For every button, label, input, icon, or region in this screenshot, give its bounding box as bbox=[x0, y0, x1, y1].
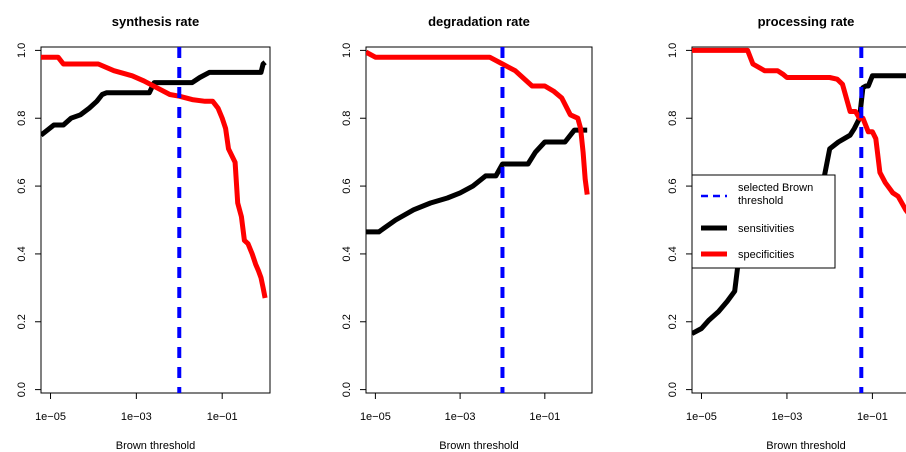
y-tick-label: 0.6 bbox=[341, 178, 353, 193]
x-tick-label: 1e−05 bbox=[35, 411, 66, 423]
series-line-sensitivities bbox=[366, 127, 588, 235]
series-line-specificities bbox=[692, 47, 906, 215]
y-tick-label: 1.0 bbox=[341, 43, 353, 58]
y-tick-label: 0.2 bbox=[16, 314, 28, 329]
y-tick-label: 0.2 bbox=[341, 314, 353, 329]
y-tick-label: 0.4 bbox=[667, 246, 679, 261]
legend-label-line: threshold bbox=[738, 195, 783, 207]
y-tick-label: 0.6 bbox=[16, 178, 28, 193]
y-tick-label: 0.8 bbox=[341, 111, 353, 126]
data-layer bbox=[366, 47, 590, 393]
x-tick-label: 1e−05 bbox=[686, 411, 717, 423]
x-tick-label: 1e−01 bbox=[529, 411, 560, 423]
y-tick-label: 0.4 bbox=[16, 246, 28, 261]
legend-label-0: selected Brown threshold bbox=[738, 182, 813, 207]
x-tick-label: 1e−01 bbox=[857, 411, 888, 423]
y-tick-label: 0.8 bbox=[16, 111, 28, 126]
data-layer bbox=[41, 47, 268, 393]
y-tick-label: 0.4 bbox=[341, 246, 353, 261]
x-tick-label: 1e−03 bbox=[771, 411, 802, 423]
chart-title: processing rate bbox=[758, 14, 855, 29]
legend-label-line: selected Brown bbox=[738, 182, 813, 194]
plot-box bbox=[40, 46, 271, 394]
series-line-specificities bbox=[366, 49, 590, 195]
legend-label-1: sensitivities bbox=[738, 223, 795, 235]
legend-label-2: specificities bbox=[738, 249, 795, 261]
x-tick-label: 1e−05 bbox=[360, 411, 391, 423]
x-tick-label: 1e−01 bbox=[207, 411, 238, 423]
chart-panel-2: processing rate 0.0 0.2 0.4 0.6 0.8 1.0 1e−05 1e… bbox=[667, 14, 906, 452]
x-axis-label: Brown threshold bbox=[116, 440, 196, 452]
plot-box bbox=[365, 46, 593, 394]
x-axis-label: Brown threshold bbox=[439, 440, 519, 452]
y-tick-label: 0.0 bbox=[16, 382, 28, 397]
chart-panel-0: synthesis rate 0.0 0.2 0.4 0.6 0.8 1.0 1e−05 1e−… bbox=[16, 14, 271, 452]
chart-panel-1: degradation rate 0.0 0.2 0.4 0.6 0.8 1.0 1e−05 1… bbox=[341, 14, 593, 452]
y-tick-label: 1.0 bbox=[667, 43, 679, 58]
y-tick-label: 0.0 bbox=[667, 382, 679, 397]
legend: selected Brown threshold sensitivities spec… bbox=[691, 174, 836, 269]
series-line-specificities bbox=[41, 54, 268, 299]
y-tick-label: 0.2 bbox=[667, 314, 679, 329]
y-tick-label: 0.6 bbox=[667, 178, 679, 193]
x-axis-label: Brown threshold bbox=[766, 440, 846, 452]
x-tick-label: 1e−03 bbox=[121, 411, 152, 423]
x-tick-label: 1e−03 bbox=[445, 411, 476, 423]
chart-title: degradation rate bbox=[428, 14, 530, 29]
y-tick-label: 0.8 bbox=[667, 111, 679, 126]
chart-title: synthesis rate bbox=[112, 14, 199, 29]
y-tick-label: 1.0 bbox=[16, 43, 28, 58]
series-line-sensitivities bbox=[41, 60, 267, 138]
y-tick-label: 0.0 bbox=[341, 382, 353, 397]
